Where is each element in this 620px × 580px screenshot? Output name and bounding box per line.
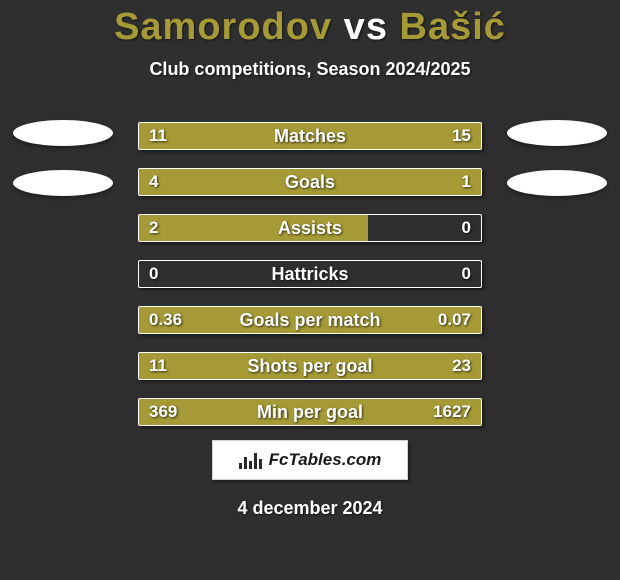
player2-name: Bašić bbox=[400, 6, 506, 48]
stat-row: Min per goal3691627 bbox=[138, 398, 482, 426]
club-logo-placeholder bbox=[13, 120, 113, 146]
stat-row: Goals per match0.360.07 bbox=[138, 306, 482, 334]
stat-value-left: 0.36 bbox=[149, 307, 182, 333]
stat-fill-right bbox=[248, 353, 481, 379]
vs-text: vs bbox=[332, 6, 399, 48]
stat-fill-left bbox=[139, 169, 413, 195]
stat-value-left: 2 bbox=[149, 215, 158, 241]
stat-label: Hattricks bbox=[139, 261, 481, 287]
stat-value-left: 0 bbox=[149, 261, 158, 287]
subtitle: Club competitions, Season 2024/2025 bbox=[0, 59, 620, 80]
page-title: Samorodov vs Bašić bbox=[0, 0, 620, 49]
stat-row: Assists20 bbox=[138, 214, 482, 242]
club-logo-placeholder bbox=[13, 170, 113, 196]
stat-value-right: 23 bbox=[452, 353, 471, 379]
stat-value-left: 11 bbox=[149, 353, 167, 379]
stat-row: Matches1115 bbox=[138, 122, 482, 150]
player1-logos bbox=[8, 120, 118, 196]
stat-value-right: 1627 bbox=[433, 399, 471, 425]
stat-value-left: 11 bbox=[149, 123, 167, 149]
stat-value-right: 0.07 bbox=[438, 307, 471, 333]
stat-value-left: 369 bbox=[149, 399, 177, 425]
stat-value-right: 15 bbox=[452, 123, 471, 149]
player2-logos bbox=[502, 120, 612, 196]
stat-row: Hattricks0 0 bbox=[138, 260, 482, 288]
comparison-card: Samorodov vs Bašić Club competitions, Se… bbox=[0, 0, 620, 580]
footer-date: 4 december 2024 bbox=[0, 498, 620, 519]
player1-name: Samorodov bbox=[114, 6, 332, 48]
stat-fill-left bbox=[139, 215, 368, 241]
stat-value-left: 4 bbox=[149, 169, 158, 195]
brand-badge[interactable]: FcTables.com bbox=[212, 440, 408, 480]
club-logo-placeholder bbox=[507, 120, 607, 146]
bars-icon bbox=[239, 451, 263, 469]
brand-text: FcTables.com bbox=[269, 450, 382, 470]
stat-value-right: 0 bbox=[462, 261, 471, 287]
stat-value-right: 0 bbox=[462, 215, 471, 241]
stat-row: Shots per goal1123 bbox=[138, 352, 482, 380]
stat-row: Goals41 bbox=[138, 168, 482, 196]
stat-value-right: 1 bbox=[462, 169, 471, 195]
stats-bars: Matches1115Goals41Assists20Hattricks00Go… bbox=[138, 122, 482, 426]
club-logo-placeholder bbox=[507, 170, 607, 196]
